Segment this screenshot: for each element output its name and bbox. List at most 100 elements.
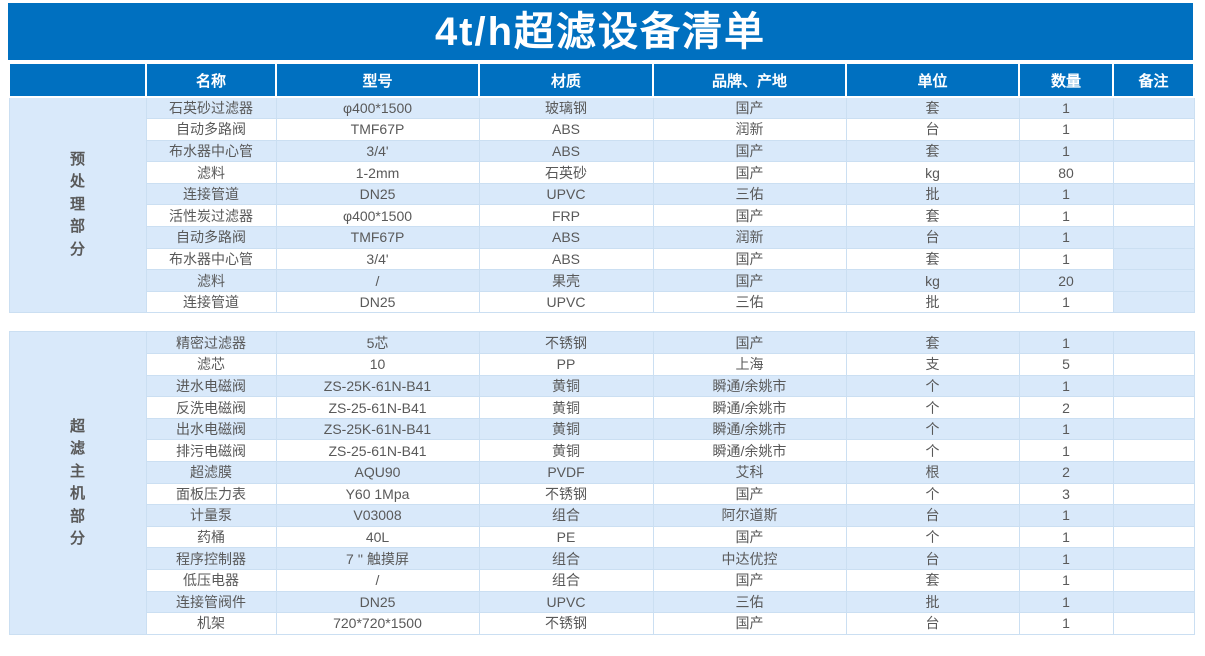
cell-material: PE (478, 525, 654, 549)
table-row: 布水器中心管 3/4' ABS 国产套 1 (9, 247, 1195, 271)
cell-brand: 三佑 (652, 182, 847, 206)
cell-unit: 批 (845, 590, 1020, 614)
column-header-model: 型号 (275, 62, 480, 98)
cell-qty: 1 (1018, 96, 1114, 120)
cell-remark (1112, 247, 1195, 271)
cell-remark (1112, 439, 1195, 462)
table-row: 布水器中心管 3/4' ABS 国产套 1 (9, 139, 1195, 163)
cell-brand: 国产 (652, 247, 847, 271)
cell-remark (1112, 461, 1195, 484)
cell-remark (1112, 269, 1195, 292)
cell-model: ZS-25K-61N-B41 (275, 374, 480, 398)
cell-qty: 1 (1018, 374, 1114, 398)
header-row: 名称 型号 材质 品牌、产地 单位 数量 备注 (8, 62, 1195, 98)
table-row: 滤料 1-2mm 石英砂 国产 kg 80 (9, 161, 1195, 184)
cell-material: PP (478, 353, 654, 376)
cell-material: 不锈钢 (478, 612, 654, 635)
cell-model: DN25 (275, 290, 480, 314)
table-row: 低压电器 / 组合 国产套 1 (9, 568, 1195, 592)
cell-name: 滤芯 (145, 353, 277, 376)
cell-name: 活性炭过滤器 (145, 204, 277, 228)
cell-unit: 台 (845, 118, 1020, 141)
table-row: 连接管道 DN25 UPVC 三佑批 1 (9, 182, 1195, 206)
column-header-name: 名称 (145, 62, 277, 98)
cell-unit: 台 (845, 226, 1020, 249)
cell-model: / (275, 269, 480, 292)
cell-name: 出水电磁阀 (145, 417, 277, 441)
section-cell-pretreatment: 预处理部分 (8, 96, 147, 314)
cell-brand: 中达优控 (652, 547, 847, 570)
cell-unit: 台 (845, 612, 1020, 635)
cell-remark (1112, 118, 1195, 141)
cell-name: 自动多路阀 (145, 118, 277, 141)
column-header-unit: 单位 (845, 62, 1020, 98)
cell-unit: 台 (845, 547, 1020, 570)
column-header-section (8, 62, 147, 98)
cell-material: 黄铜 (478, 439, 654, 462)
title-banner: 4t/h超滤设备清单 (8, 3, 1193, 60)
cell-name: 石英砂过滤器 (145, 96, 277, 120)
cell-remark (1112, 590, 1195, 614)
cell-qty: 1 (1018, 568, 1114, 592)
cell-material: PVDF (478, 461, 654, 484)
cell-remark (1112, 612, 1195, 635)
cell-qty: 1 (1018, 331, 1114, 355)
cell-material: ABS (478, 247, 654, 271)
cell-material: 黄铜 (478, 374, 654, 398)
table-row: 滤料 / 果壳 国产 kg 20 (9, 269, 1195, 292)
cell-brand: 瞬通/余姚市 (652, 417, 847, 441)
cell-brand: 瞬通/余姚市 (652, 374, 847, 398)
cell-model: TMF67P (275, 226, 480, 249)
cell-qty: 1 (1018, 139, 1114, 163)
cell-remark (1112, 161, 1195, 184)
column-header-qty: 数量 (1018, 62, 1114, 98)
cell-name: 布水器中心管 (145, 247, 277, 271)
cell-name: 进水电磁阀 (145, 374, 277, 398)
cell-unit: 套 (845, 96, 1020, 120)
section-cell-uf-main: 超滤主机部分 (8, 331, 147, 635)
cell-unit: 套 (845, 331, 1020, 355)
table-row: 滤芯 10 PP 上海支 5 (9, 353, 1195, 376)
table-row: 药桶 40L PE 国产个 1 (9, 525, 1195, 549)
cell-material: 组合 (478, 568, 654, 592)
cell-remark (1112, 568, 1195, 592)
cell-material: 不锈钢 (478, 331, 654, 355)
cell-model: DN25 (275, 590, 480, 614)
table-row: 连接管阀件 DN25 UPVC 三佑批 1 (9, 590, 1195, 614)
cell-qty: 80 (1018, 161, 1114, 184)
cell-name: 连接管道 (145, 290, 277, 314)
cell-name: 机架 (145, 612, 277, 635)
cell-name: 自动多路阀 (145, 226, 277, 249)
cell-unit: 套 (845, 247, 1020, 271)
cell-unit: 套 (845, 568, 1020, 592)
page-title: 4t/h超滤设备清单 (434, 9, 767, 54)
cell-brand: 国产 (652, 482, 847, 506)
cell-unit: 批 (845, 290, 1020, 314)
cell-remark (1112, 417, 1195, 441)
cell-qty: 1 (1018, 525, 1114, 549)
cell-qty: 2 (1018, 396, 1114, 419)
cell-name: 连接管道 (145, 182, 277, 206)
cell-name: 排污电磁阀 (145, 439, 277, 462)
cell-material: 组合 (478, 504, 654, 527)
cell-material: 不锈钢 (478, 482, 654, 506)
table-row: 自动多路阀 TMF67P ABS 润新台 1 (9, 226, 1195, 249)
cell-name: 反洗电磁阀 (145, 396, 277, 419)
cell-name: 程序控制器 (145, 547, 277, 570)
cell-model: TMF67P (275, 118, 480, 141)
section-gap-cell (9, 312, 1194, 332)
cell-brand: 国产 (652, 204, 847, 228)
cell-model: 3/4' (275, 247, 480, 271)
cell-brand: 国产 (652, 139, 847, 163)
cell-material: UPVC (478, 290, 654, 314)
cell-name: 药桶 (145, 525, 277, 549)
cell-brand: 国产 (652, 96, 847, 120)
cell-unit: 个 (845, 417, 1020, 441)
equipment-list-sheet: 4t/h超滤设备清单 名称 型号 材质 品牌、产地 单位 数量 备注 预处理部分 石英砂过滤器… (8, 3, 1195, 635)
column-header-remark: 备注 (1112, 62, 1195, 98)
cell-model: V03008 (275, 504, 480, 527)
cell-brand: 国产 (652, 161, 847, 184)
cell-name: 精密过滤器 (145, 331, 277, 355)
cell-material: FRP (478, 204, 654, 228)
table-body: 预处理部分石英砂过滤器 φ400*1500 玻璃钢 国产套 1 自动多路阀 TMF67P AB… (8, 96, 1195, 635)
